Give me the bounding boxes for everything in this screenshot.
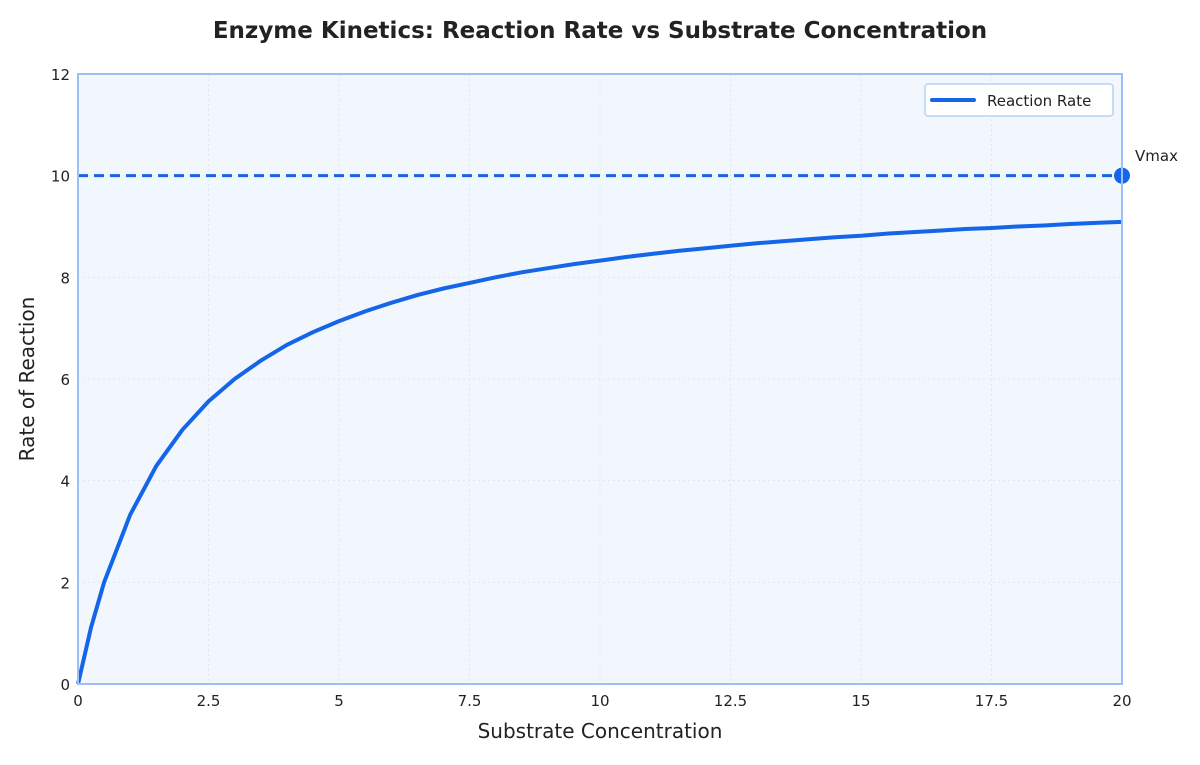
legend: Reaction Rate xyxy=(924,83,1114,117)
plot-frame xyxy=(77,73,1123,685)
x-tick-label: 17.5 xyxy=(975,692,1008,710)
y-tick-label: 8 xyxy=(60,269,70,287)
y-tick-label: 4 xyxy=(60,473,70,491)
y-tick-label: 0 xyxy=(60,676,70,694)
vmax-label: Vmax xyxy=(1135,147,1178,165)
x-tick-label: 15 xyxy=(851,692,870,710)
y-tick-label: 6 xyxy=(60,371,70,389)
y-tick-label: 2 xyxy=(60,574,70,592)
x-tick-label: 10 xyxy=(590,692,609,710)
x-tick-label: 20 xyxy=(1112,692,1131,710)
x-tick-label: 7.5 xyxy=(458,692,482,710)
x-tick-label: 2.5 xyxy=(197,692,221,710)
x-axis-label: Substrate Concentration xyxy=(478,719,723,743)
y-tick-label: 12 xyxy=(51,66,70,84)
y-axis-label: Rate of Reaction xyxy=(15,297,39,462)
legend-label: Reaction Rate xyxy=(987,92,1091,110)
x-tick-label: 0 xyxy=(73,692,83,710)
y-tick-label: 10 xyxy=(51,168,70,186)
x-tick-label: 12.5 xyxy=(714,692,747,710)
legend-box xyxy=(924,83,1114,117)
x-tick-label: 5 xyxy=(334,692,344,710)
chart-title: Enzyme Kinetics: Reaction Rate vs Substr… xyxy=(213,18,987,44)
ticks: 0 2.5 5 7.5 10 12.5 15 17.5 20 0 2 4 6 8 10 12 xyxy=(51,66,1132,710)
reaction-rate-line xyxy=(76,219,1123,685)
